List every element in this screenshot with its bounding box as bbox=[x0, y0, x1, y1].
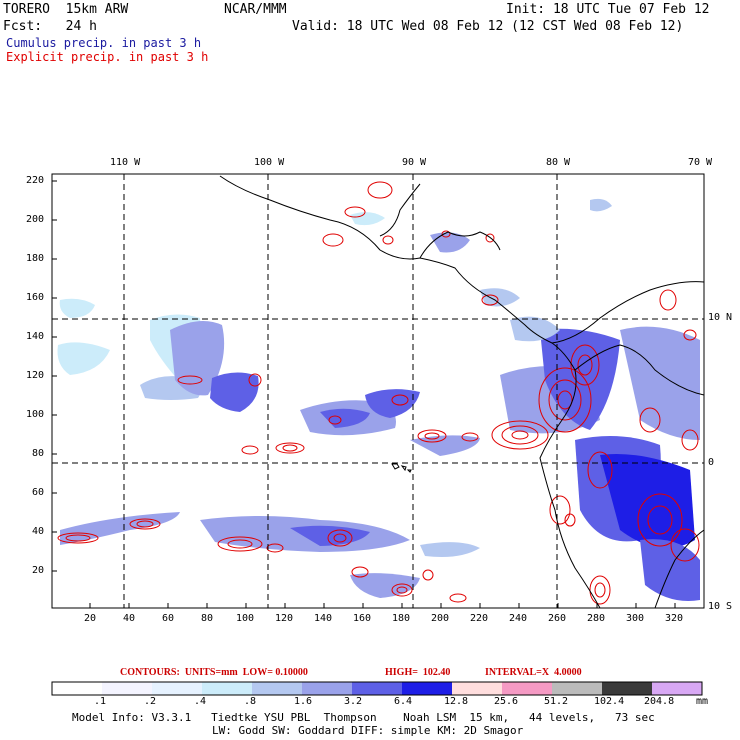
grid-y-label: 180 bbox=[26, 253, 45, 264]
grid-x-label: 220 bbox=[470, 613, 489, 624]
lon-label: 90 W bbox=[402, 157, 427, 168]
init-time: Init: 18 UTC Tue 07 Feb 12 bbox=[506, 2, 710, 17]
model-name: TORERO 15km ARW bbox=[3, 2, 129, 17]
grid-x-label: 160 bbox=[353, 613, 372, 624]
grid-y-label: 60 bbox=[32, 487, 45, 498]
legend-explicit: Explicit precip. in past 3 h bbox=[6, 50, 209, 64]
grid-x-label: 260 bbox=[548, 613, 567, 624]
coastlines bbox=[219, 175, 704, 608]
grid-x-label: 20 bbox=[84, 613, 97, 624]
grid-x-label: 80 bbox=[201, 613, 214, 624]
grid-x-label: 240 bbox=[509, 613, 528, 624]
colorbar-level: 51.2 bbox=[544, 696, 569, 707]
colorbar-swatch bbox=[152, 682, 202, 695]
lat-label: 0 bbox=[708, 457, 715, 468]
colorbar-swatch bbox=[602, 682, 652, 695]
lat-label: 10 S bbox=[708, 601, 733, 612]
grid-y-label: 120 bbox=[26, 370, 45, 381]
grid-y-label: 20 bbox=[32, 565, 45, 576]
colorbar-level: .1 bbox=[94, 696, 107, 707]
ticks bbox=[52, 180, 676, 608]
colorbar-level: 3.2 bbox=[344, 696, 363, 707]
lon-label: 80 W bbox=[546, 157, 571, 168]
lat-label: 10 N bbox=[708, 312, 733, 323]
grid-y-label: 40 bbox=[32, 526, 45, 537]
contours-high: HIGH= 102.40 bbox=[385, 667, 451, 678]
lon-label: 70 W bbox=[688, 157, 713, 168]
cumulus-precip-areas bbox=[57, 198, 700, 601]
colorbar-swatch bbox=[452, 682, 502, 695]
colorbar bbox=[51, 681, 703, 696]
valid-time: Valid: 18 UTC Wed 08 Feb 12 (12 CST Wed … bbox=[292, 19, 684, 34]
colorbar-level: .2 bbox=[144, 696, 157, 707]
colorbar-swatch bbox=[302, 682, 352, 695]
colorbar-level: 25.6 bbox=[494, 696, 519, 707]
grid-x-label: 60 bbox=[162, 613, 175, 624]
grid-y-label: 220 bbox=[26, 175, 45, 186]
colorbar-swatch bbox=[52, 682, 102, 695]
colorbar-swatch bbox=[402, 682, 452, 695]
grid-x-label: 100 bbox=[236, 613, 255, 624]
colorbar-swatch bbox=[652, 682, 702, 695]
grid-x-label: 200 bbox=[431, 613, 450, 624]
forecast-hour: Fcst: 24 h bbox=[3, 19, 97, 34]
grid-x-label: 300 bbox=[626, 613, 645, 624]
lon-label: 100 W bbox=[254, 157, 285, 168]
grid-x-label: 120 bbox=[275, 613, 294, 624]
map-frame bbox=[51, 173, 705, 609]
lon-label: 110 W bbox=[110, 157, 141, 168]
colorbar-level: 6.4 bbox=[394, 696, 413, 707]
colorbar-swatch bbox=[352, 682, 402, 695]
grid-x-label: 280 bbox=[587, 613, 606, 624]
explicit-precip-contours bbox=[57, 181, 700, 605]
grid-y-label: 100 bbox=[26, 409, 45, 420]
colorbar-level: .4 bbox=[194, 696, 207, 707]
graticule bbox=[52, 174, 704, 608]
contours-info: CONTOURS: UNITS=mm LOW= 0.10000 bbox=[120, 667, 308, 678]
colorbar-swatch bbox=[202, 682, 252, 695]
contours-interval: INTERVAL=X 4.0000 bbox=[485, 667, 582, 678]
colorbar-swatch bbox=[252, 682, 302, 695]
colorbar-level: .8 bbox=[244, 696, 257, 707]
grid-x-label: 320 bbox=[665, 613, 684, 624]
colorbar-level: 1.6 bbox=[294, 696, 313, 707]
model-info: Model Info: V3.3.1 Tiedtke YSU PBL Thomp… bbox=[72, 711, 655, 724]
colorbar-unit: mm bbox=[696, 696, 709, 707]
organization: NCAR/MMM bbox=[224, 2, 287, 17]
colorbar-swatch bbox=[552, 682, 602, 695]
colorbar-swatch bbox=[102, 682, 152, 695]
colorbar-level: 12.8 bbox=[444, 696, 469, 707]
grid-x-label: 40 bbox=[123, 613, 136, 624]
colorbar-level: 204.8 bbox=[644, 696, 675, 707]
grid-y-label: 200 bbox=[26, 214, 45, 225]
grid-x-label: 180 bbox=[392, 613, 411, 624]
model-info-physics: LW: Godd SW: Goddard DIFF: simple KM: 2D… bbox=[212, 724, 524, 737]
grid-x-label: 140 bbox=[314, 613, 333, 624]
grid-y-label: 140 bbox=[26, 331, 45, 342]
grid-y-label: 160 bbox=[26, 292, 45, 303]
grid-y-label: 80 bbox=[32, 448, 45, 459]
colorbar-swatch bbox=[502, 682, 552, 695]
legend-cumulus: Cumulus precip. in past 3 h bbox=[6, 36, 202, 50]
colorbar-level: 102.4 bbox=[594, 696, 625, 707]
